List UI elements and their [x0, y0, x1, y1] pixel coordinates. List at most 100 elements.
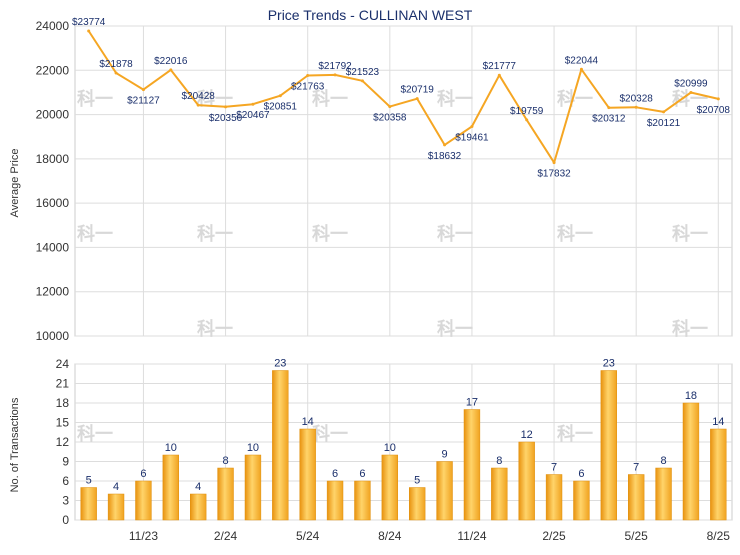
price-point [607, 106, 611, 110]
transaction-bar-label: 14 [712, 416, 724, 428]
price-line [87, 30, 719, 164]
transaction-bar-label: 9 [442, 449, 448, 461]
price-data-label: $20121 [647, 118, 681, 129]
transaction-bar-label: 18 [685, 390, 697, 402]
transactions-axis-title: No. of Transactions [9, 397, 21, 492]
price-y-tick-label: 18000 [36, 152, 70, 166]
watermark-text: 科一 [197, 88, 233, 109]
x-tick-label: 11/23 [129, 529, 158, 543]
transaction-bar [189, 493, 207, 521]
transaction-bar [655, 467, 672, 521]
x-tick-label: 8/24 [378, 529, 402, 543]
price-point [415, 97, 419, 101]
transaction-bar [600, 370, 618, 521]
price-point [333, 73, 337, 77]
bars-layer [80, 370, 727, 521]
price-y-tick-label: 10000 [36, 329, 70, 343]
watermark-text: 科一 [312, 223, 348, 244]
price-point [497, 73, 501, 77]
transaction-bar-label: 5 [414, 475, 420, 487]
x-tick-label: 5/25 [625, 529, 649, 543]
price-y-tick-label: 24000 [36, 19, 70, 33]
transaction-bar [217, 467, 234, 521]
transaction-bar-label: 4 [113, 481, 119, 493]
transaction-bar [354, 480, 371, 521]
price-data-label: $21763 [291, 82, 325, 93]
transaction-bar [80, 487, 97, 521]
price-data-label: $21777 [483, 61, 517, 72]
transaction-bar [326, 480, 344, 521]
price-point [443, 143, 447, 147]
x-tick-label: 5/24 [296, 529, 320, 543]
transaction-bar [162, 454, 180, 521]
transaction-bar [244, 454, 262, 521]
price-point [388, 105, 392, 109]
watermark-text: 科一 [672, 318, 708, 339]
price-data-label: $22016 [154, 56, 188, 67]
transaction-bar-label: 7 [633, 462, 639, 474]
transactions-y-tick-label: 18 [56, 396, 70, 410]
transaction-bar-label: 12 [521, 429, 533, 441]
watermark-text: 科一 [437, 88, 473, 109]
transactions-y-tick-label: 15 [56, 416, 70, 430]
transactions-y-tick-label: 21 [56, 377, 70, 391]
price-data-label: $23774 [72, 17, 106, 28]
transaction-bar-label: 6 [140, 468, 146, 480]
price-data-label: $17832 [537, 169, 571, 180]
price-data-label: $20312 [592, 114, 626, 125]
transaction-bar-label: 23 [274, 358, 286, 370]
transaction-bar-label: 4 [195, 481, 201, 493]
price-data-label: $20708 [697, 105, 731, 116]
price-data-label: $20358 [373, 113, 407, 124]
watermark-text: 科一 [437, 223, 473, 244]
price-y-tick-label: 20000 [36, 108, 70, 122]
price-axis-title: Average Price [9, 149, 21, 218]
price-point [360, 79, 364, 83]
price-point [689, 90, 693, 94]
price-point [224, 105, 228, 109]
price-point [196, 103, 200, 107]
price-data-label: $21523 [346, 67, 380, 78]
transaction-bar [436, 461, 453, 521]
x-tick-label: 11/24 [457, 529, 486, 543]
transaction-bar-label: 17 [466, 397, 478, 409]
transactions-y-tick-label: 6 [62, 474, 69, 488]
x-tick-label: 2/25 [542, 529, 566, 543]
transaction-bar [463, 409, 481, 521]
transaction-bar-label: 10 [384, 442, 396, 454]
x-tick-label: 2/24 [214, 529, 238, 543]
price-plot-area [74, 25, 733, 337]
grid-layer [74, 25, 733, 521]
watermark-text: 科一 [77, 88, 113, 109]
price-data-label: $20328 [620, 93, 654, 104]
price-data-label: $19461 [455, 133, 489, 144]
transaction-bar-label: 6 [578, 468, 584, 480]
price-data-label: $20719 [401, 85, 435, 96]
price-data-label: $20999 [674, 78, 708, 89]
price-point [525, 118, 529, 122]
price-data-label: $21127 [127, 96, 160, 107]
transaction-bar-label: 8 [496, 455, 502, 467]
transaction-bar [408, 487, 426, 521]
watermark-text: 科一 [557, 423, 593, 444]
labels-layer: 5 4 6 10 4 8 10 23 14 6 6 10 5 9 17 8 12 7 6 23 7 8 18 14 $23774… [72, 17, 730, 493]
transaction-bar [272, 370, 289, 521]
price-point [87, 29, 91, 33]
price-data-label: $21878 [99, 59, 133, 70]
transaction-bar [710, 428, 727, 521]
price-point [114, 71, 118, 75]
price-point [306, 74, 310, 78]
price-point [579, 67, 583, 71]
price-data-label: $20467 [236, 110, 270, 121]
transaction-bar-label: 10 [165, 442, 177, 454]
price-point [169, 68, 173, 72]
watermark-text: 科一 [197, 223, 233, 244]
transaction-bar-label: 7 [551, 462, 557, 474]
transaction-bar [573, 480, 590, 521]
price-data-label: $20350 [209, 113, 243, 124]
transaction-bar-label: 6 [332, 468, 338, 480]
x-tick-label: 8/25 [707, 529, 731, 543]
price-point [662, 110, 666, 114]
